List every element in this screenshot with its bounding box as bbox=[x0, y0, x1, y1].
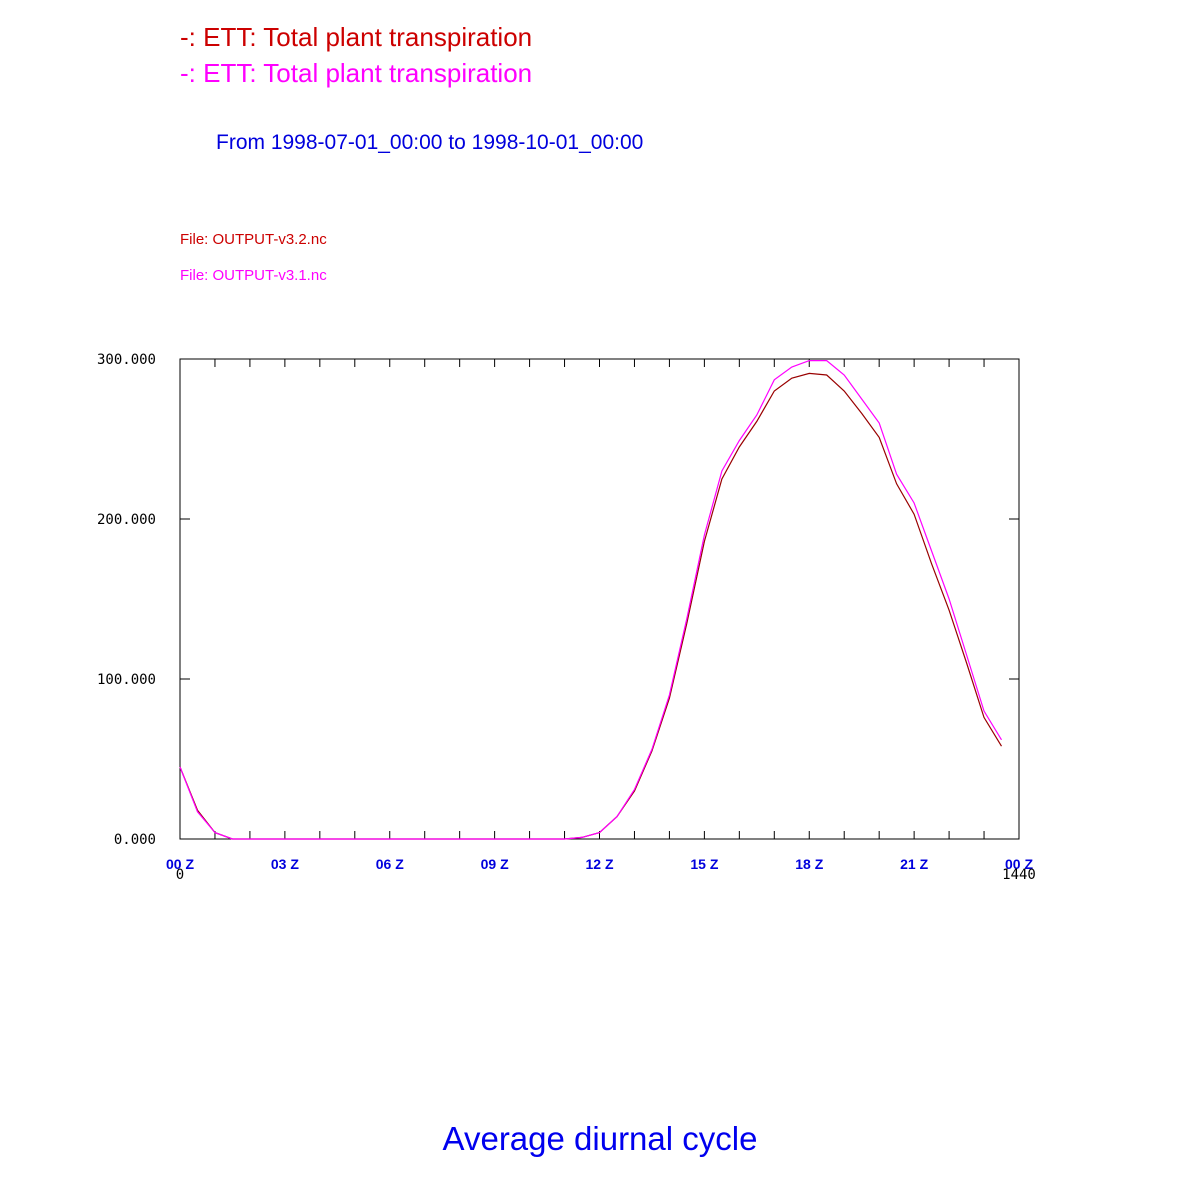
period-label: From 1998-07-01_00:00 to 1998-10-01_00:0… bbox=[216, 131, 644, 154]
plot-frame bbox=[179, 358, 1020, 840]
x-range-label-end: 1440 bbox=[1002, 867, 1036, 883]
x-tick-label: 00 Z bbox=[1005, 856, 1033, 872]
file-label-v32: File: OUTPUT-v3.2.nc bbox=[180, 231, 327, 248]
x-tick-label: 15 Z bbox=[690, 856, 718, 872]
y-tick-label: 0.000 bbox=[114, 832, 156, 848]
x-tick-label: 03 Z bbox=[271, 856, 299, 872]
x-tick-label: 21 Z bbox=[900, 856, 928, 872]
series-line-v31 bbox=[179, 360, 1003, 840]
y-tick-label: 300.000 bbox=[97, 352, 156, 368]
x-tick-label: 00 Z bbox=[166, 856, 194, 872]
legend-title-v31: -: ETT: Total plant transpiration bbox=[180, 58, 533, 88]
series-line-v32 bbox=[179, 372, 1003, 840]
footer-title: Average diurnal cycle bbox=[442, 1120, 758, 1157]
y-tick-label: 100.000 bbox=[97, 672, 156, 688]
x-tick-label: 12 Z bbox=[585, 856, 613, 872]
x-tick-label: 06 Z bbox=[376, 856, 404, 872]
legend-title-v32: -: ETT: Total plant transpiration bbox=[180, 22, 533, 52]
series-lines bbox=[179, 360, 1003, 840]
file-label-v31: File: OUTPUT-v3.1.nc bbox=[180, 267, 327, 284]
x-range-label-start: 0 bbox=[176, 867, 184, 883]
x-tick-label: 18 Z bbox=[795, 856, 823, 872]
x-tick-label: 09 Z bbox=[481, 856, 509, 872]
y-tick-label: 200.000 bbox=[97, 512, 156, 528]
axis-labels: 0.000 100.000 200.000 300.000 00 Z 03 Z 06 Z 09… bbox=[97, 352, 1036, 883]
axis-ticks bbox=[179, 358, 1020, 840]
